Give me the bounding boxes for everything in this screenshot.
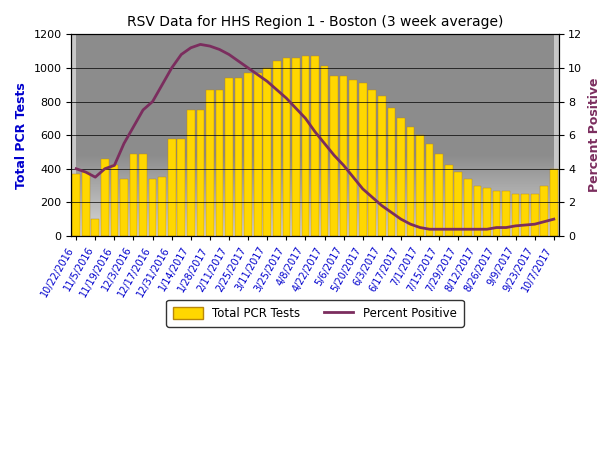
- Bar: [120, 179, 128, 236]
- Bar: [502, 191, 510, 236]
- Bar: [521, 194, 529, 236]
- Bar: [445, 165, 453, 236]
- Bar: [349, 80, 357, 236]
- Bar: [426, 144, 434, 236]
- Bar: [302, 56, 309, 236]
- Bar: [101, 158, 108, 236]
- Bar: [321, 66, 328, 236]
- Bar: [359, 83, 367, 236]
- Bar: [474, 186, 481, 236]
- Bar: [254, 73, 262, 236]
- Bar: [292, 58, 300, 236]
- Bar: [177, 139, 185, 236]
- Bar: [397, 118, 405, 236]
- Bar: [340, 76, 347, 236]
- Bar: [139, 154, 147, 236]
- Bar: [416, 135, 424, 236]
- Bar: [387, 108, 395, 236]
- Bar: [436, 154, 443, 236]
- Y-axis label: Percent Positive: Percent Positive: [588, 78, 601, 192]
- Bar: [483, 188, 491, 236]
- Bar: [493, 191, 500, 236]
- Bar: [330, 76, 338, 236]
- Bar: [168, 139, 176, 236]
- Bar: [540, 186, 548, 236]
- Title: RSV Data for HHS Region 1 - Boston (3 week average): RSV Data for HHS Region 1 - Boston (3 we…: [127, 15, 503, 29]
- Bar: [273, 61, 281, 236]
- Bar: [512, 194, 519, 236]
- Bar: [225, 78, 233, 236]
- Bar: [197, 110, 204, 236]
- Bar: [455, 172, 462, 236]
- Bar: [110, 165, 118, 236]
- Bar: [206, 90, 214, 236]
- Bar: [72, 174, 80, 236]
- Bar: [82, 172, 89, 236]
- Bar: [158, 177, 166, 236]
- Bar: [550, 169, 557, 236]
- Bar: [407, 127, 415, 236]
- Bar: [531, 194, 538, 236]
- Bar: [378, 97, 386, 236]
- Bar: [216, 90, 223, 236]
- Bar: [235, 78, 243, 236]
- Bar: [264, 68, 271, 236]
- Bar: [283, 58, 290, 236]
- Bar: [464, 179, 472, 236]
- Bar: [130, 154, 137, 236]
- Bar: [311, 56, 319, 236]
- Bar: [149, 179, 156, 236]
- Bar: [91, 219, 99, 236]
- Bar: [187, 110, 195, 236]
- Legend: Total PCR Tests, Percent Positive: Total PCR Tests, Percent Positive: [166, 300, 464, 327]
- Bar: [368, 90, 376, 236]
- Bar: [245, 73, 252, 236]
- Y-axis label: Total PCR Tests: Total PCR Tests: [15, 82, 28, 188]
